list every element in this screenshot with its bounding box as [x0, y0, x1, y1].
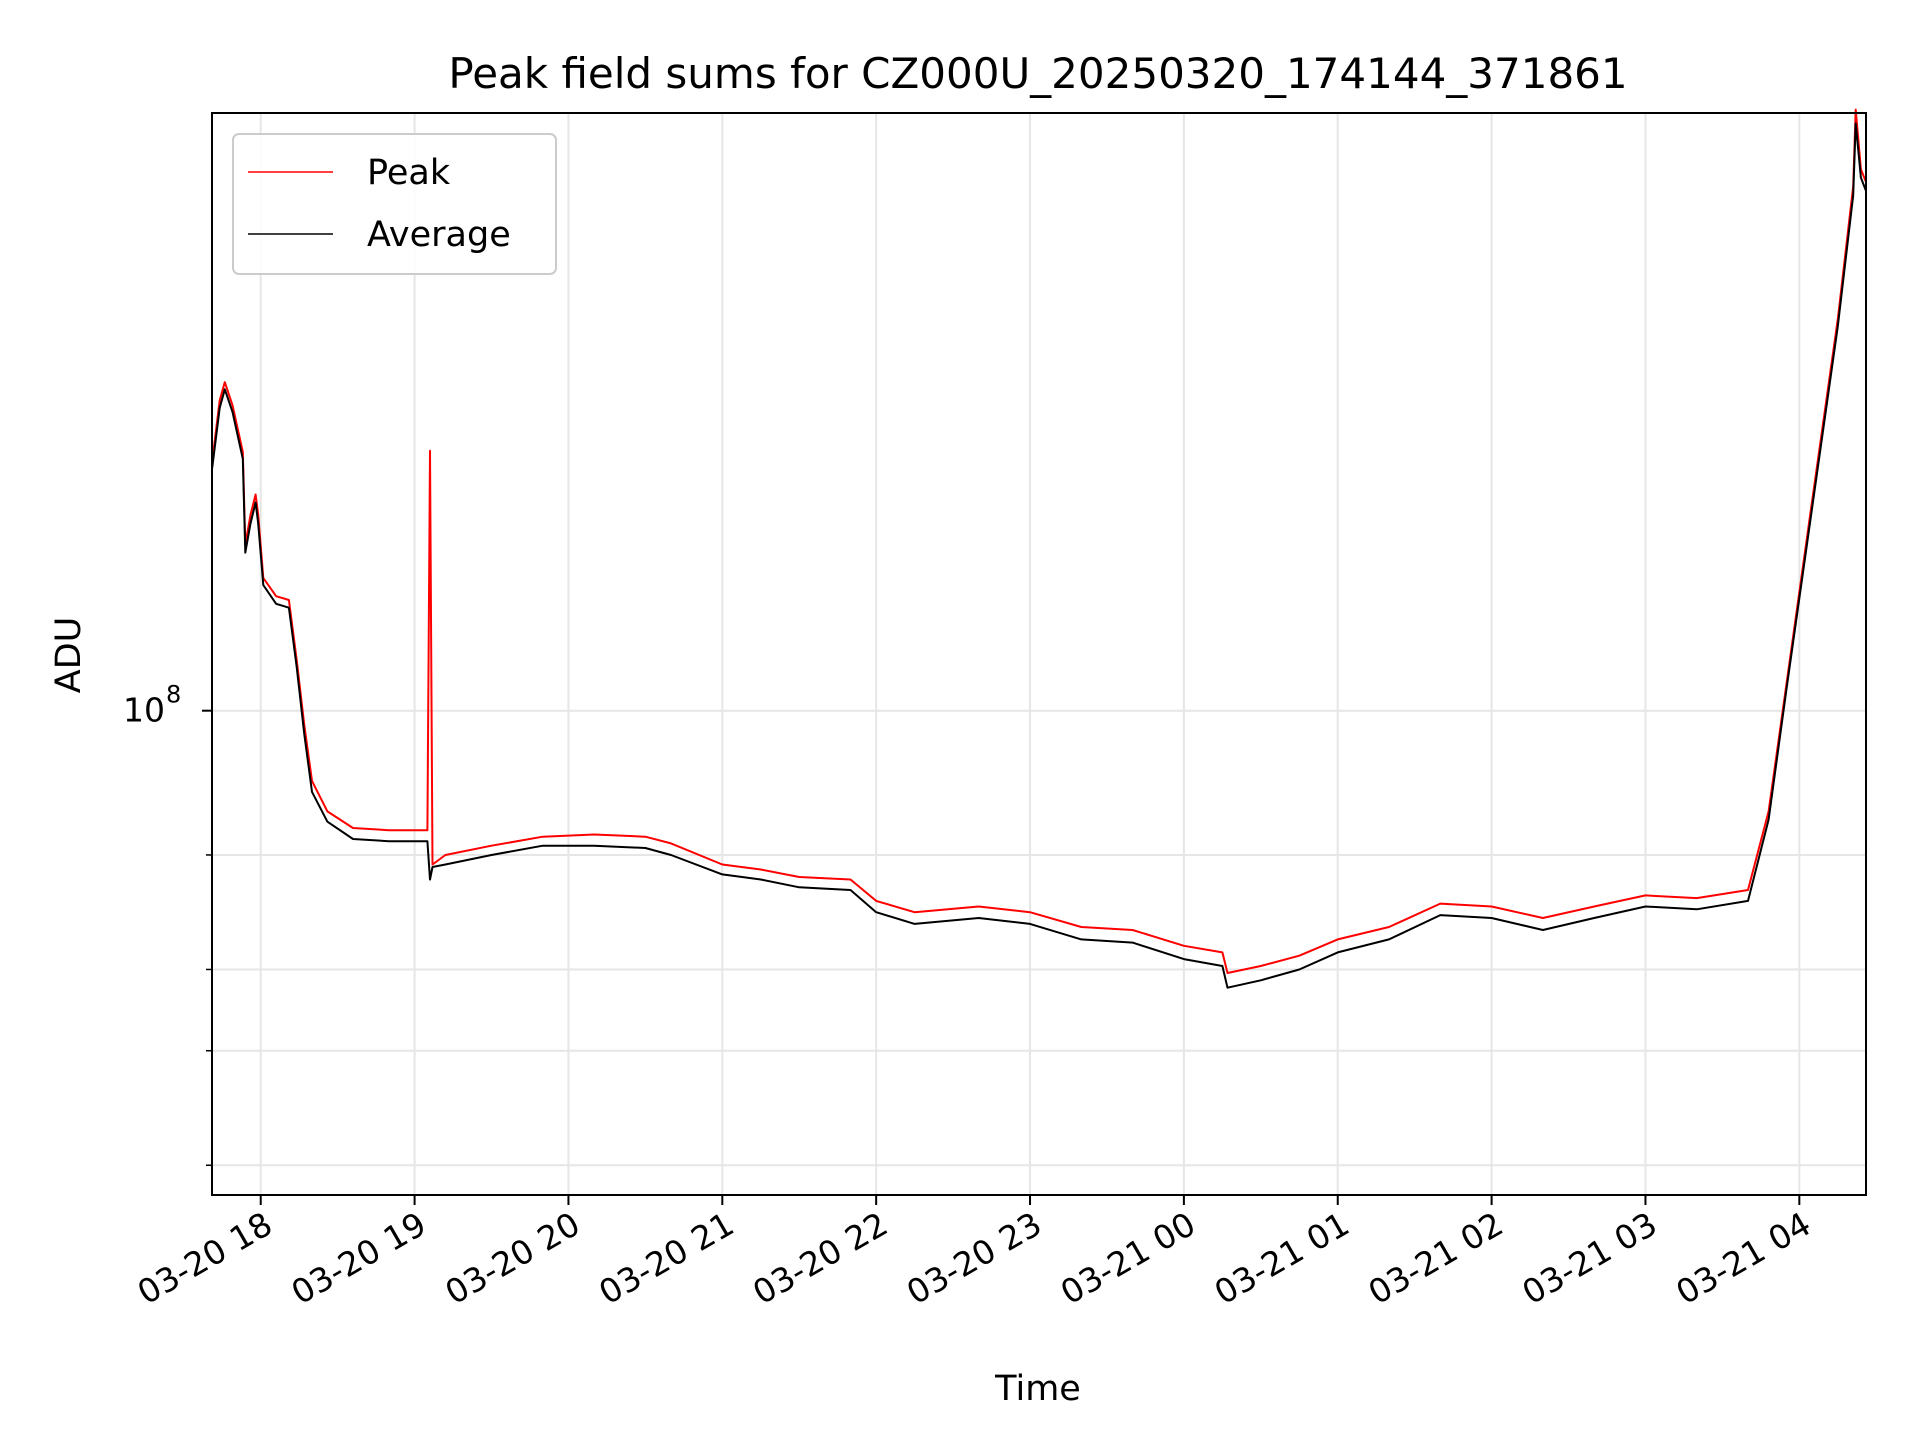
legend-label-average: Average: [367, 215, 511, 255]
legend-box: [232, 133, 557, 275]
y-axis-title: ADU: [49, 617, 89, 694]
series-line-average: [211, 122, 1867, 989]
y-tick-label: 10: [123, 691, 165, 730]
series-line-peak: [211, 108, 1867, 974]
chart-title: Peak field sums for CZ000U_20250320_1741…: [448, 49, 1627, 98]
legend-label-peak: Peak: [367, 153, 451, 193]
grid-lines: [212, 113, 1866, 1195]
plot-frame: [211, 112, 1867, 1196]
legend: Peak Average: [232, 133, 557, 275]
data-series: [211, 108, 1867, 989]
x-axis-title: Time: [994, 1369, 1081, 1409]
y-tick-label-exponent: 8: [166, 681, 181, 709]
